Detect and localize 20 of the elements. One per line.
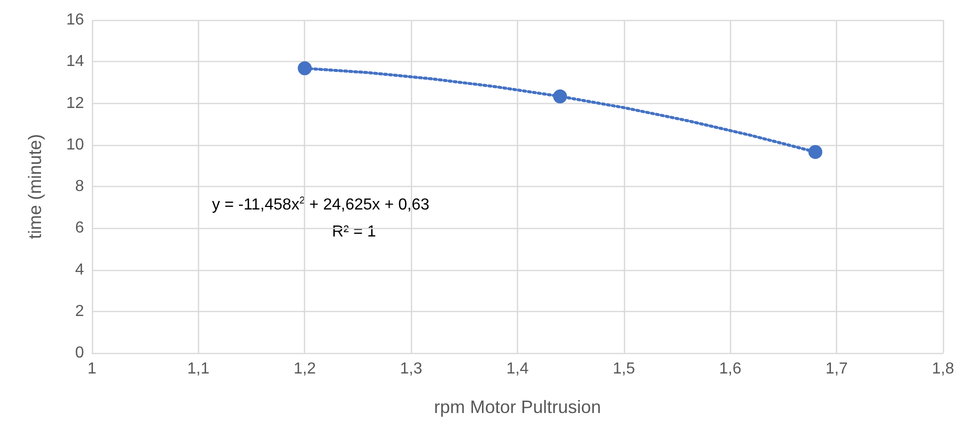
x-tick-label: 1,1 [187, 360, 210, 378]
x-tick-label: 1,2 [294, 360, 316, 378]
y-tick-label: 14 [66, 53, 84, 70]
y-tick-label: 16 [66, 12, 84, 28]
y-axis-title: time (minute) [25, 134, 45, 240]
y-tick-label: 12 [66, 94, 84, 112]
x-tick-label: 1,7 [826, 360, 848, 378]
y-tick-label: 10 [66, 136, 84, 154]
x-tick-label: 1,8 [932, 360, 954, 378]
x-tick-label: 1,3 [400, 360, 422, 378]
x-tick-label: 1 [88, 360, 97, 378]
x-tick-label: 1,5 [612, 360, 636, 378]
x-tick-label: 1,4 [506, 360, 529, 378]
y-tick-label: 4 [75, 261, 84, 278]
y-tick-label: 0 [75, 344, 84, 362]
x-tick-label: 1,6 [719, 360, 742, 378]
y-tick-label: 8 [75, 178, 84, 195]
y-tick-label: 6 [75, 220, 84, 237]
y-tick-label: 2 [75, 302, 84, 320]
x-axis-title: rpm Motor Pultrusion [434, 397, 602, 417]
